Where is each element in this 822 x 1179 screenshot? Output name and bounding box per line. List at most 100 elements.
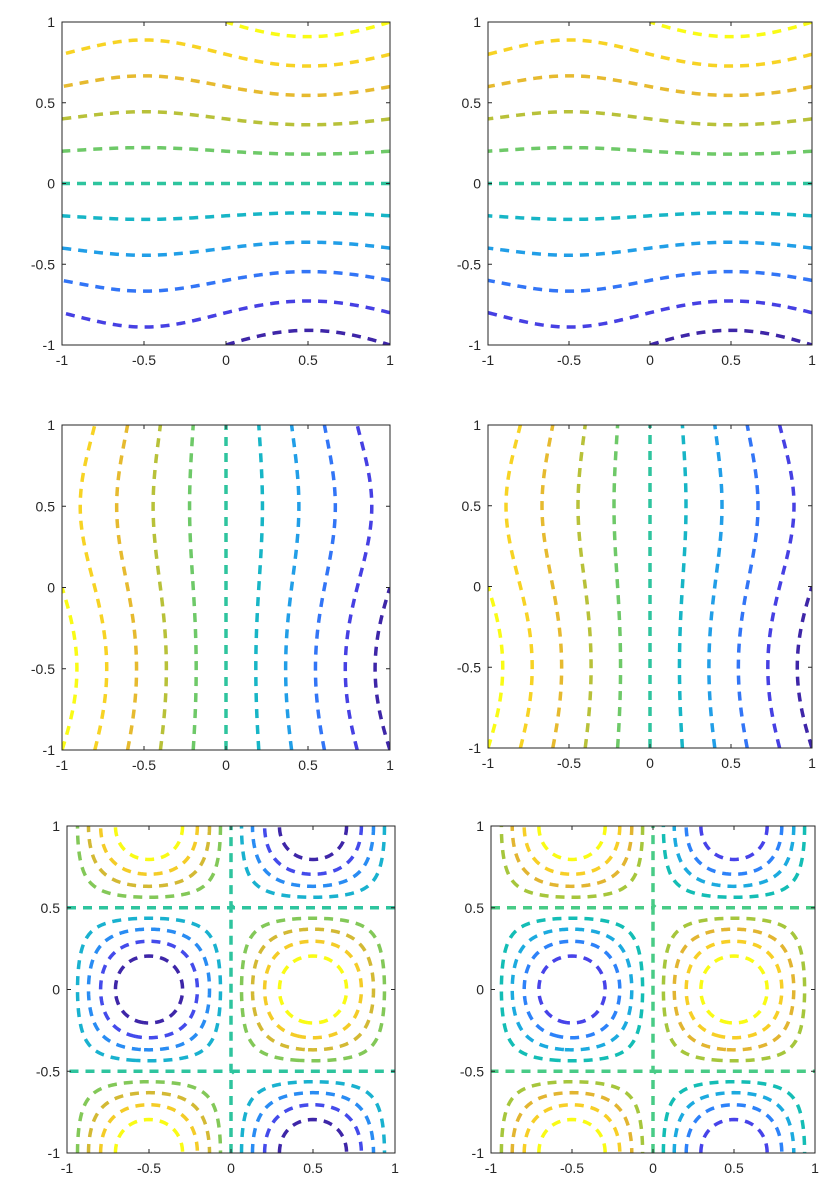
y-tick-label: 0	[47, 580, 55, 596]
contour-line-level-0p8	[62, 38, 390, 68]
contour-line-level-0p2	[499, 826, 645, 900]
contour-line-level-0	[229, 1069, 395, 1153]
contour-line-level-neg0p4	[672, 1090, 796, 1153]
contour-line-level-0p6	[540, 425, 564, 748]
x-tick-label: 0.5	[721, 755, 741, 771]
contour-line-level-neg1	[795, 585, 812, 748]
contour-line-level-0p8	[537, 826, 607, 862]
x-tick-label: -1	[61, 1160, 74, 1176]
contour-line-level-neg0p4	[707, 425, 724, 748]
x-tick-label: 0	[222, 757, 230, 773]
y-tick-label: 1	[473, 14, 481, 30]
contour-line-level-0p8	[488, 38, 812, 68]
contour-panel-row2-left: -1 -0.5 0 0.5 1 -1 -0.5 0 0.5 1	[31, 417, 394, 773]
contour-line-level-neg0p6	[262, 1102, 364, 1153]
y-tick-label: 0	[473, 579, 481, 595]
contour-line-level-1	[488, 585, 505, 748]
contour-line-level-neg0p6	[313, 425, 338, 750]
contour-line-level-neg0p2	[239, 1079, 387, 1153]
y-tick-label: 0.5	[41, 900, 61, 916]
contour-line-level-neg0p2	[661, 826, 807, 900]
contour-panel-row3-left: -1 -0.5 0 0.5 1 -1 -0.5 0 0.5 1	[36, 818, 399, 1176]
contour-line-level-neg0p8	[537, 954, 607, 1025]
contour-line-level-0p6	[488, 74, 812, 98]
y-tick-label: -1	[472, 1145, 485, 1161]
contour-line-level-neg0p4	[488, 240, 812, 258]
contour-line-level-neg1	[225, 328, 390, 345]
contour-line-level-neg0p6	[736, 425, 760, 748]
contour-line-level-0p8	[699, 954, 769, 1025]
y-tick-label: -1	[43, 742, 56, 758]
x-tick-label: 0.5	[298, 352, 318, 368]
x-tick-label: 0	[649, 1160, 657, 1176]
contour-line-level-0	[67, 906, 233, 1073]
contour-line-level-neg0p8	[766, 425, 796, 748]
y-tick-label: 0	[52, 982, 60, 998]
contour-line-level-0p4	[510, 826, 634, 889]
y-tick-label: -1	[469, 740, 482, 756]
y-tick-label: -0.5	[31, 256, 55, 272]
contour-line-level-neg0p2	[239, 826, 387, 900]
x-tick-label: 0.5	[721, 352, 741, 368]
contour-panel-row1-left: -1 -0.5 0 0.5 1 -1 -0.5 0 0.5 1	[31, 14, 394, 368]
contour-line-level-1	[62, 586, 79, 750]
contour-line-level-neg0p6	[98, 939, 200, 1040]
x-tick-label: -1	[482, 755, 495, 771]
contour-line-level-neg0p8	[343, 425, 374, 750]
contour-line-level-neg0p2	[488, 211, 812, 222]
contour-line-level-neg0p2	[677, 425, 688, 748]
y-tick-label: 0	[47, 176, 55, 192]
y-tick-label: -0.5	[457, 256, 481, 272]
contour-line-level-0p8	[504, 425, 534, 748]
contour-line-level-0p4	[86, 1090, 212, 1153]
contour-line-level-0p2	[499, 1079, 645, 1153]
x-tick-label: -1	[56, 352, 69, 368]
x-tick-label: 0.5	[724, 1160, 744, 1176]
y-tick-label: 1	[52, 818, 60, 834]
contour-lines	[488, 425, 812, 748]
contour-line-level-0p4	[510, 1090, 634, 1153]
contour-line-level-neg0p4	[62, 240, 390, 258]
contour-lines	[67, 826, 395, 1153]
contour-lines	[62, 22, 390, 345]
y-tick-label: 1	[47, 417, 55, 433]
contour-line-level-neg0p6	[488, 269, 812, 293]
x-tick-label: 1	[808, 352, 816, 368]
contour-line-level-neg0p2	[254, 425, 265, 750]
contour-line-level-neg0p4	[86, 927, 212, 1052]
x-tick-label: -0.5	[132, 352, 156, 368]
contour-line-level-neg0p8	[488, 299, 812, 329]
contour-lines	[488, 22, 812, 345]
contour-line-level-0p2	[612, 425, 623, 748]
x-tick-label: -1	[485, 1160, 498, 1176]
contour-line-level-0p6	[114, 425, 139, 750]
contour-line-level-neg0p2	[62, 211, 390, 222]
contour-line-level-neg0p6	[262, 826, 364, 877]
contour-line-level-0p4	[250, 927, 376, 1052]
y-tick-label: 1	[476, 818, 484, 834]
contour-line-level-0p4	[86, 826, 212, 889]
x-tick-label: -0.5	[132, 757, 156, 773]
y-tick-label: -0.5	[36, 1063, 60, 1079]
y-tick-label: -1	[48, 1145, 61, 1161]
contour-line-level-0p4	[576, 425, 593, 748]
contour-line-level-0p8	[78, 425, 109, 750]
contour-line-level-neg0p2	[75, 916, 223, 1063]
contour-line-level-0p6	[98, 826, 200, 877]
y-tick-label: 0	[473, 176, 481, 192]
contour-line-level-neg1	[373, 586, 390, 750]
x-tick-label: 0	[227, 1160, 235, 1176]
contour-line-level-0p8	[537, 1117, 607, 1153]
y-tick-label: -0.5	[460, 1063, 484, 1079]
y-tick-label: 1	[473, 417, 481, 433]
contour-line-level-neg0p6	[62, 269, 390, 293]
contour-line-level-neg0p8	[277, 826, 349, 862]
contour-line-level-0	[229, 826, 395, 910]
x-tick-label: 0.5	[298, 757, 318, 773]
x-tick-label: -0.5	[557, 755, 581, 771]
y-tick-label: -0.5	[31, 661, 55, 677]
contour-panel-row3-right: -1 -0.5 0 0.5 1 -1 -0.5 0 0.5 1	[460, 818, 819, 1176]
contour-line-level-1	[649, 22, 812, 39]
contour-line-level-neg0p2	[661, 1079, 807, 1153]
